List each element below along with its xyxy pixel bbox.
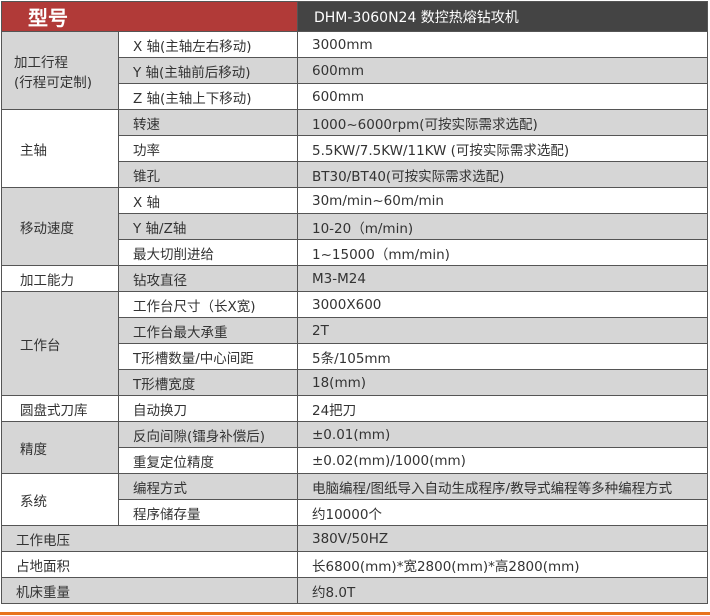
- spec-item: 工作台最大承重: [118, 317, 298, 344]
- spec-item: 程序储存量: [118, 499, 298, 526]
- group-label: 主轴: [1, 109, 119, 188]
- spec-value: 18(mm): [297, 369, 708, 396]
- table-row: 机床重量 约8.0T: [1, 577, 708, 604]
- spec-item: 转速: [118, 109, 298, 136]
- group-label: 圆盘式刀库: [1, 395, 119, 422]
- spec-item: X 轴: [118, 187, 298, 214]
- spec-value: 24把刀: [297, 395, 708, 422]
- group-label: 移动速度: [1, 187, 119, 266]
- spec-item: T形槽宽度: [118, 369, 298, 396]
- table-row: 加工能力 钻攻直径 M3-M24: [1, 265, 708, 292]
- table-row: 功率 5.5KW/7.5KW/11KW (可按实际需求选配): [2, 135, 708, 162]
- spec-table: 型号 DHM-3060N24 数控热熔钻攻机 加工行程 (行程可定制) X 轴(主轴…: [1, 1, 708, 604]
- spec-value: 5.5KW/7.5KW/11KW (可按实际需求选配): [297, 135, 708, 162]
- spec-value: 电脑编程/图纸导入自动生成程序/教导式编程等多种编程方式: [297, 473, 708, 500]
- spec-item: 重复定位精度: [118, 447, 298, 474]
- table-row: 圆盘式刀库 自动换刀 24把刀: [1, 395, 708, 422]
- spec-value: 约8.0T: [297, 577, 708, 604]
- table-row: 系统 编程方式 电脑编程/图纸导入自动生成程序/教导式编程等多种编程方式: [1, 473, 708, 526]
- spec-value: 600mm: [297, 83, 708, 110]
- group-label: 精度: [1, 421, 119, 474]
- spec-value: 约10000个: [297, 499, 708, 526]
- spec-value: 5条/105mm: [297, 343, 708, 370]
- spec-item: 功率: [118, 135, 298, 162]
- spec-item: 工作电压: [1, 525, 298, 552]
- spec-value: 1000~6000rpm(可按实际需求选配): [297, 109, 708, 136]
- spec-item: Z 轴(主轴上下移动): [118, 83, 298, 110]
- group-label: 工作台: [1, 291, 119, 396]
- spec-item: X 轴(主轴左右移动): [118, 31, 298, 58]
- spec-value: 600mm: [297, 57, 708, 84]
- table-row: 精度 反向间隙(镭身补偿后) ±0.01(mm): [1, 421, 708, 474]
- spec-item: 反向间隙(镭身补偿后): [118, 421, 298, 448]
- table-row: 主轴 转速 1000~6000rpm(可按实际需求选配): [1, 109, 708, 188]
- spec-value: 3000X600: [297, 291, 708, 318]
- spec-value: 长6800(mm)*宽2800(mm)*高2800(mm): [297, 551, 708, 578]
- spec-item: 自动换刀: [118, 395, 298, 422]
- table-row: 锥孔 BT30/BT40(可按实际需求选配): [2, 161, 708, 188]
- table-row: 工作电压 380V/50HZ: [1, 525, 708, 552]
- group-label: 系统: [1, 473, 119, 526]
- spec-value: 2T: [297, 317, 708, 344]
- table-row: Z 轴(主轴上下移动) 600mm: [2, 83, 708, 110]
- model-value: DHM-3060N24 数控热熔钻攻机: [297, 1, 708, 32]
- spec-item: 占地面积: [1, 551, 298, 578]
- model-row: 型号 DHM-3060N24 数控热熔钻攻机: [1, 1, 708, 32]
- group-label: 加工能力: [1, 265, 119, 292]
- table-row: 占地面积 长6800(mm)*宽2800(mm)*高2800(mm): [1, 551, 708, 578]
- spec-item: 工作台尺寸（长X宽): [118, 291, 298, 318]
- table-row: 加工行程 (行程可定制) X 轴(主轴左右移动) 3000mm: [1, 31, 708, 110]
- model-label: 型号: [1, 1, 298, 32]
- spec-item: Y 轴(主轴前后移动): [118, 57, 298, 84]
- spec-item: Y 轴/Z轴: [118, 213, 298, 240]
- spec-value: ±0.01(mm): [297, 421, 708, 448]
- spec-item: 编程方式: [118, 473, 298, 500]
- group-label-line: 加工行程: [14, 54, 68, 71]
- spec-value: 30m/min~60m/min: [297, 187, 708, 214]
- bottom-accent-line: [0, 612, 710, 615]
- group-label-line: (行程可定制): [14, 74, 93, 91]
- table-row: 移动速度 X 轴 30m/min~60m/min: [1, 187, 708, 266]
- group-label: 加工行程 (行程可定制): [1, 31, 119, 110]
- table-row: 工作台最大承重 2T: [2, 317, 708, 344]
- spec-value: 10-20（m/min): [297, 213, 708, 240]
- spec-item: 最大切削进给: [118, 239, 298, 266]
- spec-value: ±0.02(mm)/1000(mm): [297, 447, 708, 474]
- spec-value: BT30/BT40(可按实际需求选配): [297, 161, 708, 188]
- table-row: Y 轴/Z轴 10-20（m/min): [2, 213, 708, 240]
- spec-item: 锥孔: [118, 161, 298, 188]
- spec-item: 机床重量: [1, 577, 298, 604]
- table-row: 程序储存量 约10000个: [2, 499, 708, 526]
- spec-value: 1~15000（mm/min): [297, 239, 708, 266]
- spec-value: 3000mm: [297, 31, 708, 58]
- table-row: 重复定位精度 ±0.02(mm)/1000(mm): [2, 447, 708, 474]
- spec-value: 380V/50HZ: [297, 525, 708, 552]
- table-row: 工作台 工作台尺寸（长X宽) 3000X600: [1, 291, 708, 396]
- spec-value: M3-M24: [297, 265, 708, 292]
- spec-item: T形槽数量/中心间距: [118, 343, 298, 370]
- spec-item: 钻攻直径: [118, 265, 298, 292]
- table-row: Y 轴(主轴前后移动) 600mm: [2, 57, 708, 84]
- table-row: T形槽数量/中心间距 5条/105mm: [2, 343, 708, 370]
